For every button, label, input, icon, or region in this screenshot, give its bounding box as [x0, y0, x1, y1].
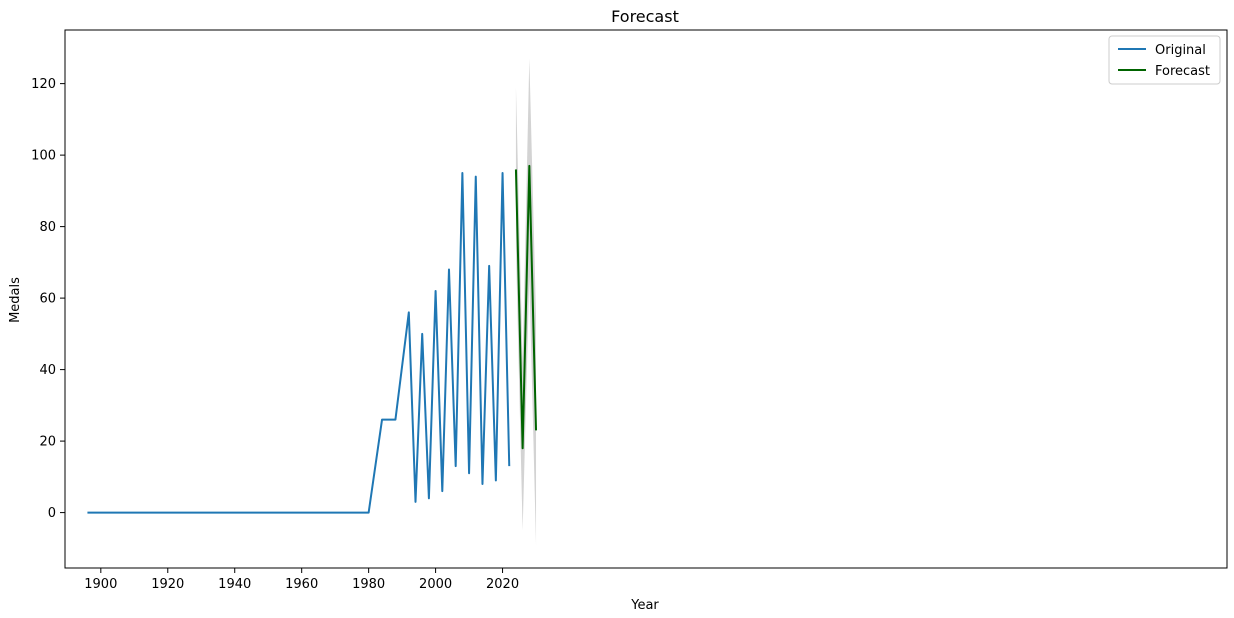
x-tick-label: 1920 — [151, 577, 184, 592]
x-tick-label: 1900 — [84, 577, 117, 592]
series-line-forecast — [514, 164, 538, 450]
series-line-original — [87, 171, 511, 514]
y-tick-label: 0 — [48, 506, 56, 521]
legend-label-forecast: Forecast — [1155, 64, 1210, 79]
y-tick-label: 120 — [31, 77, 56, 92]
x-tick-label: 2020 — [486, 577, 519, 592]
x-tick-label: 1980 — [352, 577, 385, 592]
y-axis-label: Medals — [8, 277, 23, 323]
x-tick-label: 1960 — [285, 577, 318, 592]
y-axis: 0 20 40 60 80 100 120 — [31, 77, 65, 521]
legend-label-original: Original — [1155, 43, 1206, 58]
y-tick-label: 40 — [39, 363, 56, 378]
y-tick-label: 80 — [39, 220, 56, 235]
chart-title: Forecast — [611, 7, 679, 26]
x-tick-label: 2000 — [419, 577, 452, 592]
y-tick-label: 20 — [39, 435, 56, 450]
y-tick-label: 100 — [31, 149, 56, 164]
legend: Original Forecast — [1108, 35, 1221, 85]
x-tick-label: 1940 — [218, 577, 251, 592]
x-axis: 1900 1920 1940 1960 1980 2000 2020 — [84, 568, 519, 592]
plot-area — [87, 58, 538, 545]
x-axis-label: Year — [630, 598, 659, 613]
plot-frame — [64, 29, 1228, 569]
y-tick-label: 60 — [39, 292, 56, 307]
